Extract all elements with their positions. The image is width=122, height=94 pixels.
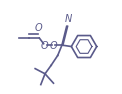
Text: N: N xyxy=(64,14,72,24)
Text: O: O xyxy=(49,41,57,51)
Text: O: O xyxy=(34,23,42,33)
Text: O: O xyxy=(41,41,48,51)
